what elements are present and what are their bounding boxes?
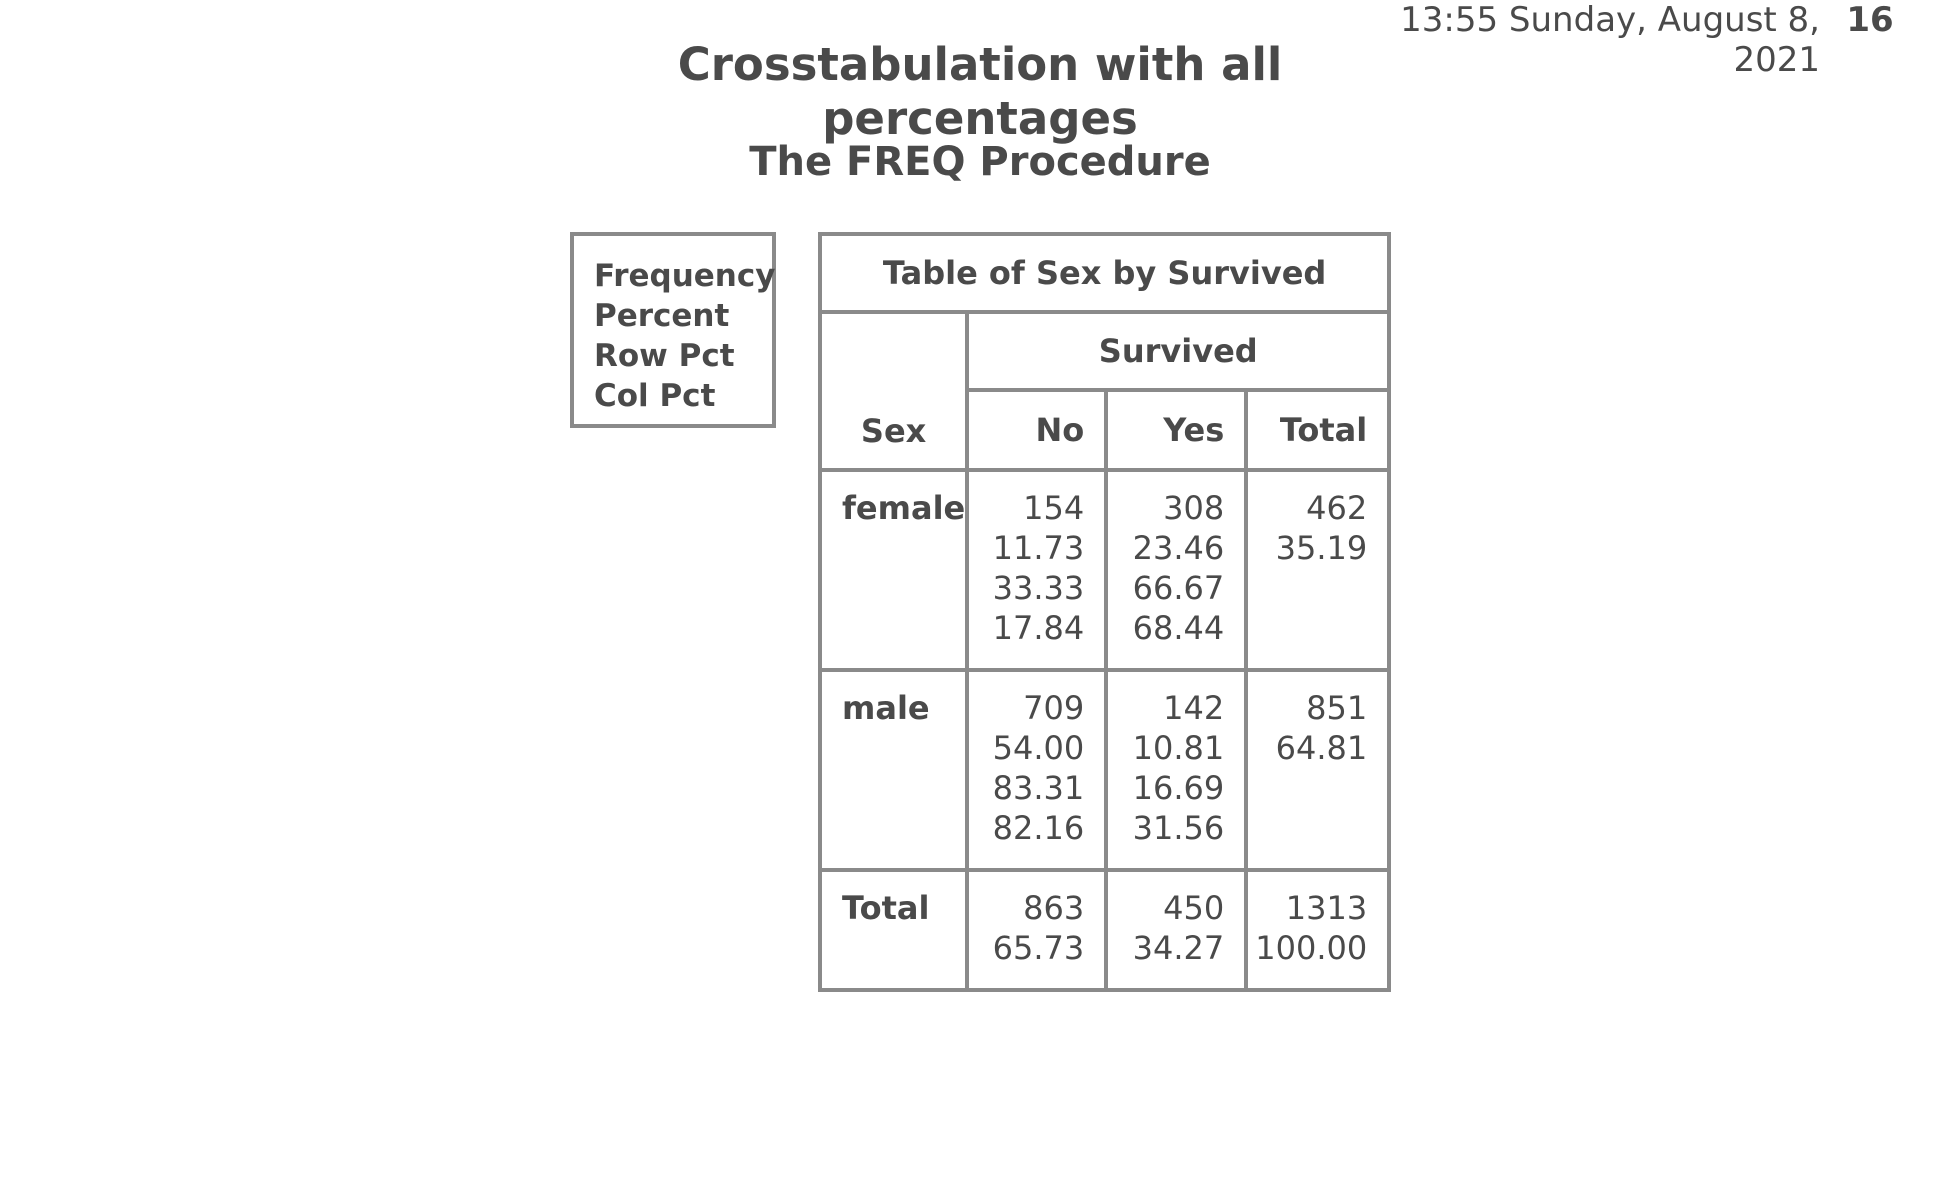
cell-percent: 65.73 <box>992 929 1085 967</box>
cell-percent: 10.81 <box>1132 729 1225 767</box>
cell-frequency: 462 <box>1306 489 1368 527</box>
page-title: Crosstabulation with all percentages <box>677 38 1283 145</box>
cell-percent: 34.27 <box>1132 929 1225 967</box>
cell-col-pct: 31.56 <box>1132 809 1225 847</box>
cell-row-pct: 83.31 <box>992 769 1085 807</box>
cell-total-yes: 450 34.27 <box>1104 868 1249 992</box>
cell-frequency: 142 <box>1163 689 1225 727</box>
cell-percent: 64.81 <box>1275 729 1368 767</box>
cell-total-total: 1313 100.00 <box>1244 868 1392 992</box>
cell-frequency: 851 <box>1306 689 1368 727</box>
page-number: 16 <box>1846 0 1894 40</box>
cell-frequency: 450 <box>1163 889 1225 927</box>
cell-female-yes: 308 23.46 66.67 68.44 <box>1104 468 1249 672</box>
cell-frequency: 709 <box>1023 689 1085 727</box>
row-header-female: female <box>817 468 970 672</box>
cell-frequency: 308 <box>1163 489 1225 527</box>
table-row: female 154 11.73 33.33 17.84 308 23.46 6… <box>817 468 1392 672</box>
cell-row-pct: 33.33 <box>992 569 1085 607</box>
cell-row-pct: 16.69 <box>1132 769 1225 807</box>
procedure-subtitle: The FREQ Procedure <box>749 139 1211 185</box>
report-datetime: 13:55 Sunday, August 8, 2021 <box>1400 0 1820 80</box>
cell-percent: 11.73 <box>992 529 1085 567</box>
column-header-total: Total <box>1244 388 1392 472</box>
legend-line-col-pct: Col Pct <box>594 378 716 414</box>
cell-col-pct: 68.44 <box>1132 609 1225 647</box>
legend-line-frequency: Frequency <box>594 258 776 294</box>
table-caption: Table of Sex by Survived <box>817 232 1392 314</box>
column-variable-header: Survived <box>965 310 1392 392</box>
cell-female-no: 154 11.73 33.33 17.84 <box>965 468 1109 672</box>
cell-contents-legend: Frequency Percent Row Pct Col Pct <box>570 232 776 428</box>
legend-line-row-pct: Row Pct <box>594 338 735 374</box>
cell-male-total: 851 64.81 <box>1244 668 1392 872</box>
cell-row-pct: 66.67 <box>1132 569 1225 607</box>
legend-line-percent: Percent <box>594 298 730 334</box>
cell-col-pct: 17.84 <box>992 609 1085 647</box>
row-header-total: Total <box>817 868 970 992</box>
crosstab-table: Table of Sex by Survived Sex Survived No… <box>817 232 1392 992</box>
cell-frequency: 1313 <box>1285 889 1368 927</box>
cell-percent: 23.46 <box>1132 529 1225 567</box>
cell-percent: 35.19 <box>1275 529 1368 567</box>
row-header-male: male <box>817 668 970 872</box>
row-variable-header: Sex <box>817 310 970 472</box>
table-row-total: Total 863 65.73 450 34.27 1313 100.00 <box>817 868 1392 992</box>
cell-frequency: 863 <box>1023 889 1085 927</box>
table-row: male 709 54.00 83.31 82.16 142 10.81 16.… <box>817 668 1392 872</box>
cell-male-yes: 142 10.81 16.69 31.56 <box>1104 668 1249 872</box>
cell-frequency: 154 <box>1023 489 1085 527</box>
column-header-yes: Yes <box>1104 388 1249 472</box>
column-header-no: No <box>965 388 1109 472</box>
cell-col-pct: 82.16 <box>992 809 1085 847</box>
cell-percent: 100.00 <box>1255 929 1368 967</box>
cell-total-no: 863 65.73 <box>965 868 1109 992</box>
cell-female-total: 462 35.19 <box>1244 468 1392 672</box>
cell-male-no: 709 54.00 83.31 82.16 <box>965 668 1109 872</box>
cell-percent: 54.00 <box>992 729 1085 767</box>
